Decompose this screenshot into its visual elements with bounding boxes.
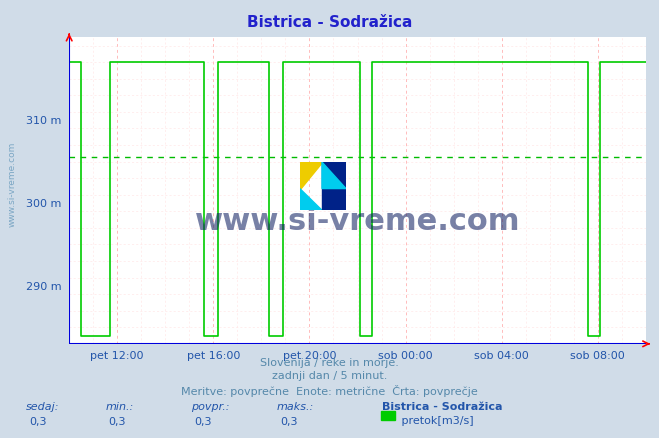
Text: Slovenija / reke in morje.: Slovenija / reke in morje. xyxy=(260,358,399,368)
Text: www.si-vreme.com: www.si-vreme.com xyxy=(8,141,17,226)
Text: www.si-vreme.com: www.si-vreme.com xyxy=(195,207,520,236)
Polygon shape xyxy=(322,162,346,188)
Text: Meritve: povprečne  Enote: metrične  Črta: povprečje: Meritve: povprečne Enote: metrične Črta:… xyxy=(181,385,478,396)
Text: 0,3: 0,3 xyxy=(194,417,212,427)
Text: 0,3: 0,3 xyxy=(280,417,298,427)
Text: zadnji dan / 5 minut.: zadnji dan / 5 minut. xyxy=(272,371,387,381)
Polygon shape xyxy=(322,162,346,210)
Text: pretok[m3/s]: pretok[m3/s] xyxy=(398,416,474,426)
Text: maks.:: maks.: xyxy=(277,402,314,412)
Text: povpr.:: povpr.: xyxy=(191,402,229,412)
Text: Bistrica - Sodražica: Bistrica - Sodražica xyxy=(382,402,503,412)
Text: Bistrica - Sodražica: Bistrica - Sodražica xyxy=(247,15,412,30)
Text: sedaj:: sedaj: xyxy=(26,402,60,412)
Polygon shape xyxy=(300,162,322,188)
Text: 0,3: 0,3 xyxy=(109,417,127,427)
Text: min.:: min.: xyxy=(105,402,134,412)
Text: 0,3: 0,3 xyxy=(30,417,47,427)
Polygon shape xyxy=(300,188,322,210)
